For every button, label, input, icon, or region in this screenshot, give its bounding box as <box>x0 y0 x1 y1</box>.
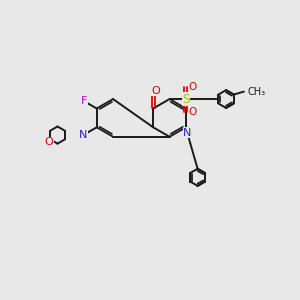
Text: N: N <box>79 130 87 140</box>
Text: O: O <box>188 106 196 116</box>
Text: F: F <box>81 96 87 106</box>
Text: N: N <box>183 128 192 138</box>
Text: O: O <box>152 85 161 96</box>
Text: CH₃: CH₃ <box>248 87 266 97</box>
Text: O: O <box>44 137 53 147</box>
Text: S: S <box>182 92 190 106</box>
Text: O: O <box>188 82 196 92</box>
